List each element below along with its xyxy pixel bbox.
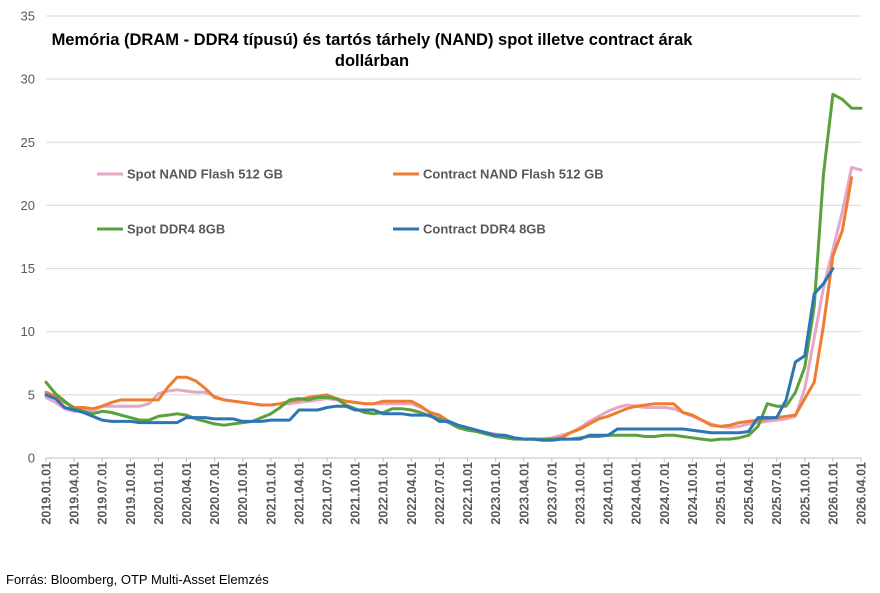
- x-tick-label: 2023.10.01: [573, 462, 587, 525]
- y-tick-label: 30: [21, 72, 35, 87]
- x-tick-label: 2021.01.01: [264, 462, 278, 525]
- x-tick-label: 2022.10.01: [461, 462, 475, 525]
- legend-label-spot-nand: Spot NAND Flash 512 GB: [127, 167, 283, 182]
- series-lines: [44, 92, 863, 442]
- x-tick-label: 2024.01.01: [602, 462, 616, 525]
- x-tick-label: 2020.07.01: [208, 462, 222, 525]
- x-tick-label: 2021.10.01: [349, 462, 363, 525]
- chart-title-line-2: dollárban: [335, 52, 409, 70]
- x-tick-label: 2024.07.01: [658, 462, 672, 525]
- series-line-spot-ddr4: [44, 92, 863, 442]
- x-tick-label: 2023.07.01: [545, 462, 559, 525]
- x-tick-label: 2024.04.01: [630, 462, 644, 525]
- gridlines: [46, 15, 861, 459]
- chart-title-line-1: Memória (DRAM - DDR4 típusú) és tartós t…: [52, 31, 694, 49]
- x-tick-label: 2020.04.01: [180, 462, 194, 525]
- legend-label-contract-nand: Contract NAND Flash 512 GB: [423, 167, 604, 182]
- x-tick-label: 2020.10.01: [236, 462, 250, 525]
- x-tick-label: 2025.01.01: [714, 462, 728, 525]
- x-tick-label: 2026.01.01: [826, 462, 840, 525]
- x-tick-label: 2019.07.01: [96, 462, 110, 525]
- y-tick-label: 10: [21, 324, 35, 339]
- x-tick-label: 2022.07.01: [433, 462, 447, 525]
- x-tick-label: 2021.07.01: [321, 462, 335, 525]
- series-line-contract-ddr4: [44, 267, 835, 442]
- y-tick-label: 5: [28, 387, 35, 402]
- x-tick-label: 2020.01.01: [152, 462, 166, 525]
- series-line-spot-nand: [44, 166, 863, 441]
- x-tick-label: 2023.01.01: [489, 462, 503, 525]
- x-tick-label: 2022.04.01: [405, 462, 419, 525]
- x-tick-label: 2023.04.01: [517, 462, 531, 525]
- x-tick-label: 2025.07.01: [770, 462, 784, 525]
- series-line-contract-nand: [44, 176, 854, 441]
- source-note: Forrás: Bloomberg, OTP Multi-Asset Elemz…: [6, 572, 269, 587]
- y-tick-label: 0: [28, 451, 35, 466]
- y-tick-label: 20: [21, 198, 35, 213]
- x-tick-label: 2022.01.01: [377, 462, 391, 525]
- y-tick-label: 15: [21, 261, 35, 276]
- x-tick-label: 2025.10.01: [798, 462, 812, 525]
- x-tick-label: 2019.04.01: [68, 462, 82, 525]
- x-tick-label: 2026.04.01: [855, 462, 869, 525]
- x-tick-label: 2025.04.01: [742, 462, 756, 525]
- y-axis: 0 5 10 15 20 25 30 35: [21, 9, 35, 466]
- x-tick-label: 2019.01.01: [40, 462, 54, 525]
- legend-label-contract-ddr4: Contract DDR4 8GB: [423, 222, 546, 237]
- legend-label-spot-ddr4: Spot DDR4 8GB: [127, 222, 225, 237]
- x-axis: 2019.01.01 2019.04.01 2019.07.01 2019.10.01…: [40, 458, 869, 525]
- y-tick-label: 25: [21, 135, 35, 150]
- x-tick-label: 2019.10.01: [124, 462, 138, 525]
- x-tick-label: 2021.04.01: [292, 462, 306, 525]
- x-tick-label: 2024.10.01: [686, 462, 700, 525]
- y-tick-label: 35: [21, 9, 35, 24]
- legend: Spot NAND Flash 512 GB Contract NAND Flas…: [97, 167, 604, 237]
